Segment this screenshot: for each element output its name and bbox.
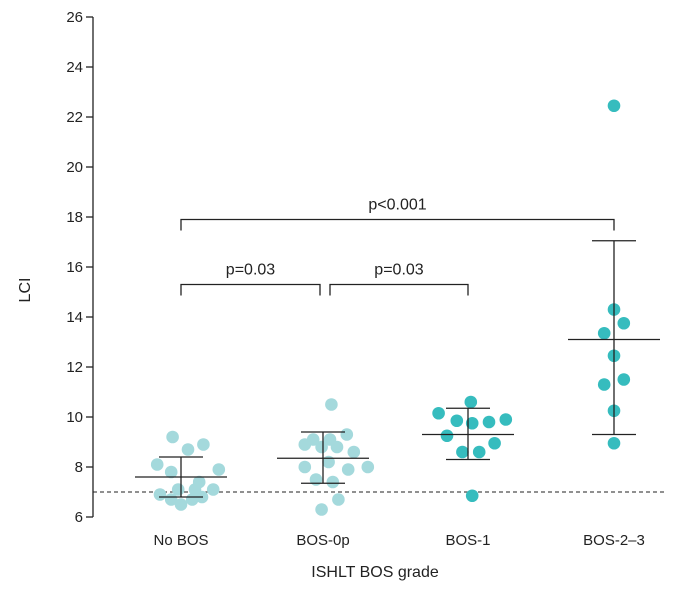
data-point (607, 99, 621, 113)
data-point (212, 463, 226, 476)
data-point (322, 455, 335, 469)
data-point (617, 373, 631, 386)
data-point (450, 414, 464, 428)
data-point (298, 460, 312, 474)
y-axis-title: LCI (17, 278, 34, 303)
y-tick-label: 18 (66, 209, 83, 226)
data-point (482, 415, 496, 429)
x-tick-label: BOS-1 (445, 532, 490, 549)
data-point (432, 406, 445, 420)
data-point (464, 395, 478, 409)
data-point (340, 428, 354, 441)
data-point (306, 433, 320, 446)
data-point (597, 378, 611, 391)
y-tick-label: 12 (66, 359, 83, 376)
data-point (181, 443, 195, 456)
y-tick-label: 24 (66, 59, 83, 76)
x-tick-label: No BOS (153, 532, 208, 549)
data-point (315, 503, 328, 516)
x-axis-title: ISHLT BOS grade (311, 564, 439, 581)
data-point (465, 489, 479, 503)
y-tick-label: 6 (75, 509, 83, 526)
data-point (332, 493, 345, 506)
data-point (347, 445, 361, 459)
p-value-label: p=0.03 (374, 262, 423, 279)
y-tick-label: 20 (66, 159, 83, 176)
data-point (197, 438, 210, 451)
data-point (166, 430, 179, 444)
significance-bracket (180, 283, 321, 296)
data-point (440, 429, 454, 443)
y-tick-label: 8 (75, 459, 83, 476)
data-point (499, 413, 513, 426)
significance-bracket (329, 283, 469, 296)
data-point (472, 445, 486, 459)
y-tick-label: 14 (66, 309, 83, 326)
data-point (465, 416, 479, 430)
data-point (153, 488, 167, 501)
data-point (330, 440, 344, 454)
data-point (315, 440, 328, 454)
data-point (164, 465, 178, 479)
p-value-label: p=0.03 (226, 262, 275, 279)
data-point (361, 460, 375, 474)
data-point (309, 473, 323, 486)
significance-bracket (180, 218, 615, 231)
data-point (174, 498, 188, 511)
data-point (185, 493, 199, 506)
y-tick-label: 26 (66, 9, 83, 26)
data-point (597, 326, 611, 340)
data-point (488, 436, 501, 450)
data-point (617, 316, 631, 330)
x-tick-label: BOS-0p (296, 532, 349, 549)
data-point (325, 398, 338, 411)
plot-area: 6 8 10 12 14 16 18 20 22 24 26 No BOS BOS-0p BOS-1 BOS… (66, 9, 666, 549)
data-point (150, 458, 164, 471)
y-tick-label: 22 (66, 109, 83, 126)
p-value-label: p<0.001 (368, 197, 426, 214)
x-tick-label: BOS-2–3 (583, 532, 645, 549)
data-point (341, 463, 355, 476)
data-point (206, 483, 220, 496)
y-tick-label: 10 (66, 409, 83, 426)
data-point (456, 445, 469, 459)
data-point (326, 475, 340, 489)
data-point (607, 436, 621, 450)
y-tick-label: 16 (66, 259, 83, 276)
